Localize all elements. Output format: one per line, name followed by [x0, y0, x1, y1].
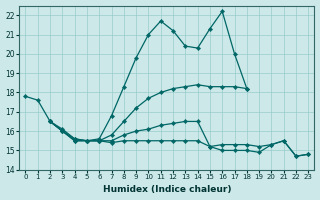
X-axis label: Humidex (Indice chaleur): Humidex (Indice chaleur) — [103, 185, 231, 194]
